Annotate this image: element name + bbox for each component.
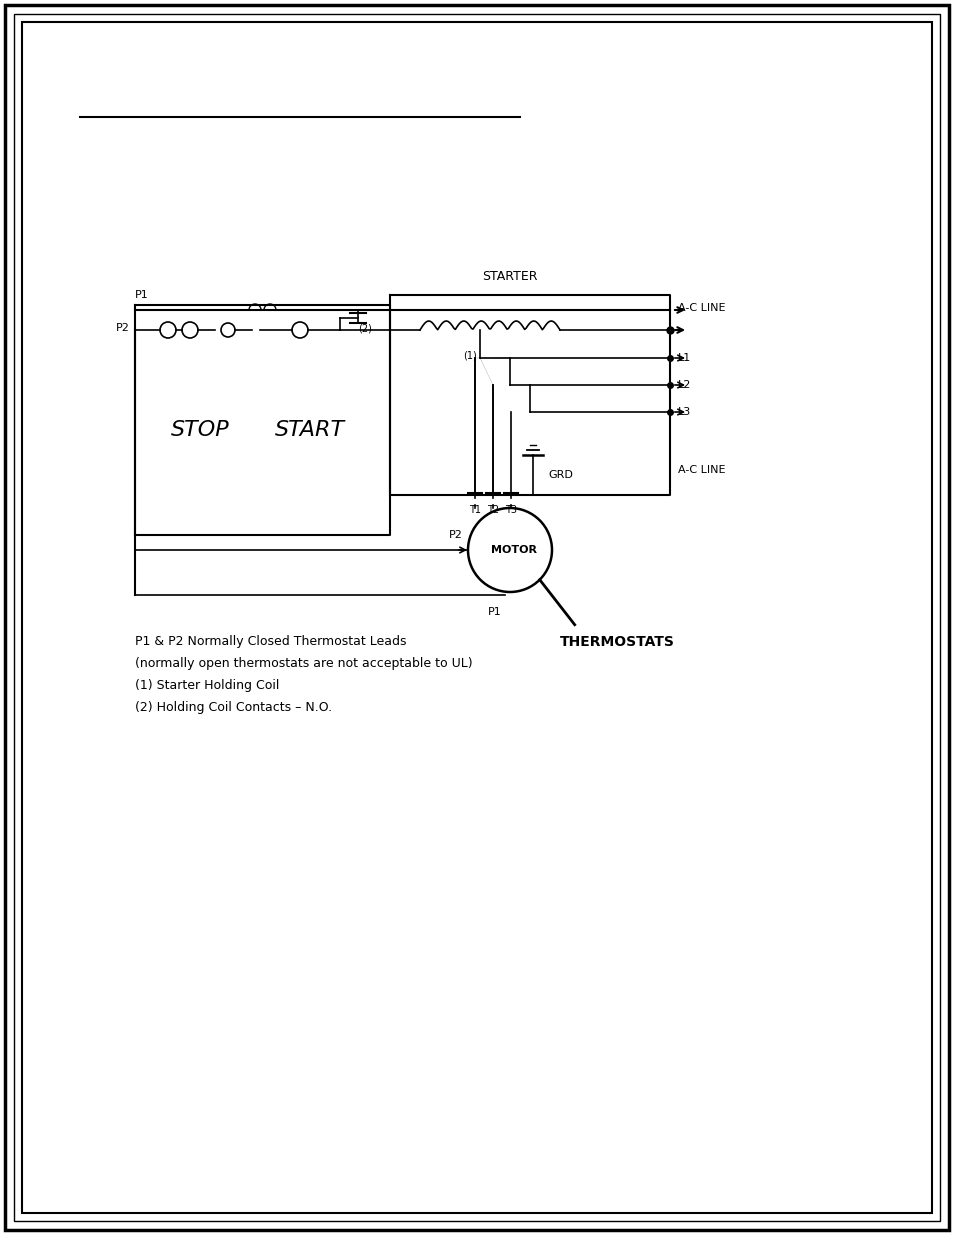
Text: THERMOSTATS: THERMOSTATS	[559, 635, 674, 650]
Text: GRD: GRD	[547, 471, 572, 480]
Text: P1: P1	[135, 290, 149, 300]
Text: T2: T2	[486, 505, 498, 515]
Text: (2): (2)	[357, 324, 372, 333]
Text: T3: T3	[504, 505, 517, 515]
Text: STOP: STOP	[171, 420, 229, 440]
Text: P2: P2	[449, 530, 462, 540]
Text: (normally open thermostats are not acceptable to UL): (normally open thermostats are not accep…	[135, 657, 472, 671]
Text: P1: P1	[488, 606, 501, 618]
Text: L1: L1	[678, 353, 691, 363]
Text: A-C LINE: A-C LINE	[678, 303, 724, 312]
Text: L3: L3	[678, 408, 691, 417]
Text: P1 & P2 Normally Closed Thermostat Leads: P1 & P2 Normally Closed Thermostat Leads	[135, 635, 406, 648]
Text: (1): (1)	[462, 350, 476, 359]
Text: MOTOR: MOTOR	[491, 545, 537, 555]
Text: L2: L2	[678, 380, 691, 390]
Text: START: START	[274, 420, 345, 440]
Text: A-C LINE: A-C LINE	[678, 466, 724, 475]
Text: T1: T1	[469, 505, 480, 515]
Text: (1) Starter Holding Coil: (1) Starter Holding Coil	[135, 679, 279, 692]
Text: P2: P2	[116, 324, 130, 333]
Text: (2) Holding Coil Contacts – N.O.: (2) Holding Coil Contacts – N.O.	[135, 701, 332, 714]
Text: STARTER: STARTER	[482, 270, 537, 283]
